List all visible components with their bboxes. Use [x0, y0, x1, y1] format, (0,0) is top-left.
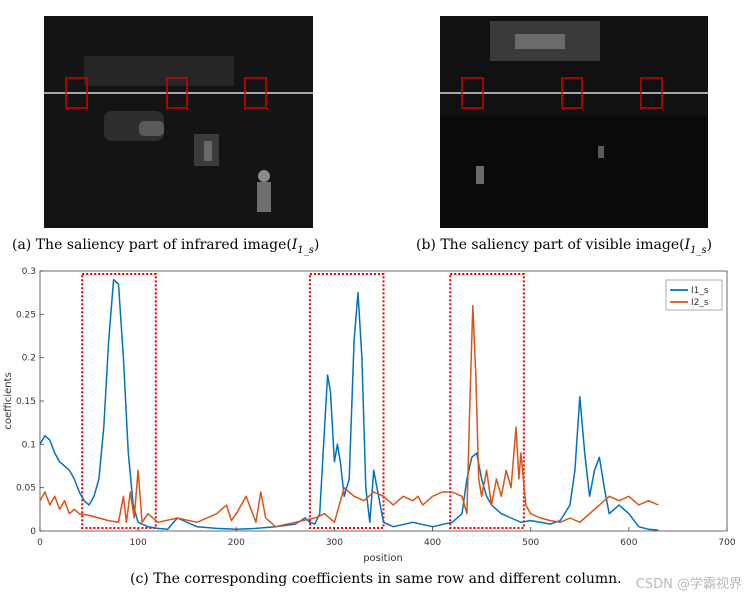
watermark: CSDN @学霸视界 — [635, 577, 742, 592]
series-line-i1_s — [39, 278, 659, 531]
y-tick-label: 0.2 — [22, 354, 36, 364]
x-tick-label: 600 — [620, 538, 637, 548]
visible-saliency-image — [440, 16, 708, 228]
x-axis-label: position — [363, 553, 403, 564]
x-tick-label: 500 — [522, 538, 539, 548]
x-tick-label: 700 — [718, 538, 735, 548]
legend-label-i2_s: I2_s — [691, 298, 709, 308]
y-tick-label: 0 — [30, 527, 36, 537]
x-tick-label: 300 — [326, 538, 343, 548]
y-tick-label: 0.25 — [16, 310, 36, 320]
caption-b: (b) The saliency part of visible image(I… — [416, 237, 713, 256]
series-line-i2_s — [39, 304, 659, 528]
figure-caption: (c) The corresponding coefficients in sa… — [130, 571, 622, 587]
x-tick-label: 100 — [130, 538, 147, 548]
legend-label-i1_s: I1_s — [691, 286, 709, 296]
highlight-box-3 — [449, 273, 525, 529]
caption-a: (a) The saliency part of infrared image(… — [12, 237, 320, 256]
x-tick-label: 0 — [37, 538, 43, 548]
highlight-box-2 — [308, 273, 385, 529]
x-tick-label: 400 — [424, 538, 441, 548]
legend-box — [665, 279, 723, 311]
infrared-saliency-image — [44, 16, 313, 228]
y-tick-label: 0.3 — [22, 267, 36, 277]
highlight-box-1 — [81, 273, 157, 529]
y-axis-label: coefficients — [3, 372, 14, 429]
chart-legend: I1_s I2_s — [665, 279, 723, 311]
coefficients-line-chart: 0 100 200 300 400 500 600 700 0 0.05 0.1 0.15 0.2 0.… — [3, 267, 736, 564]
y-tick-label: 0.1 — [22, 440, 36, 450]
infrared-scene — [44, 16, 313, 228]
y-tick-label: 0.05 — [16, 484, 36, 494]
visible-scene — [440, 16, 708, 228]
x-tick-label: 200 — [228, 538, 245, 548]
y-tick-label: 0.15 — [16, 397, 36, 407]
